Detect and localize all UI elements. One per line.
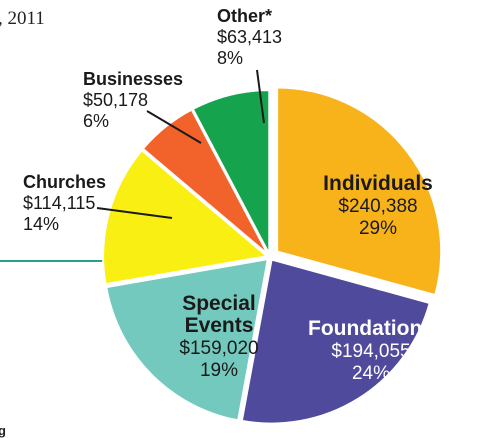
slice-label-businesses-name: Businesses	[83, 69, 183, 89]
leader-line-churches	[96, 207, 173, 219]
slice-label-foundations-name: Foundations	[308, 317, 434, 340]
slice-label-businesses-percent: 6%	[83, 111, 109, 131]
slice-label-individuals-amount: $240,388	[338, 196, 417, 217]
slice-label-other-percent: 8%	[217, 48, 243, 68]
pie-slice-special-events	[105, 257, 270, 422]
slice-label-churches-amount: $114,115	[23, 193, 95, 213]
leader-line-other	[256, 69, 265, 124]
slice-label-other-amount: $63,413	[217, 27, 282, 47]
slice-label-individuals-percent: 29%	[359, 218, 397, 239]
pie-slice-churches	[102, 148, 270, 286]
divider-line	[0, 260, 118, 262]
slice-label-special-events-name-1: Special	[182, 292, 256, 315]
slice-label-special-events-percent: 19%	[200, 360, 238, 381]
slice-label-special-events-amount: $159,020	[179, 338, 258, 359]
slice-label-businesses-amount: $50,178	[83, 90, 148, 110]
pie-slice-other	[191, 89, 271, 255]
slice-label-foundations-amount: $194,055	[331, 341, 410, 362]
slice-label-other-name: Other*	[217, 6, 272, 26]
slice-label-individuals-name: Individuals	[323, 172, 433, 195]
pie-slice-businesses	[141, 108, 270, 256]
pie-slice-individuals	[276, 86, 443, 297]
slice-label-churches-percent: 14%	[23, 214, 59, 234]
leader-line-businesses	[146, 110, 202, 144]
chart-title-fragment: , 2011	[0, 8, 45, 29]
footnote-fragment: g	[0, 423, 6, 438]
slice-label-special-events-name-2: Events	[185, 314, 254, 337]
slice-label-churches-name: Churches	[23, 172, 106, 192]
slice-label-foundations-percent: 24%	[352, 363, 390, 384]
pie-slice-foundations	[240, 258, 431, 425]
